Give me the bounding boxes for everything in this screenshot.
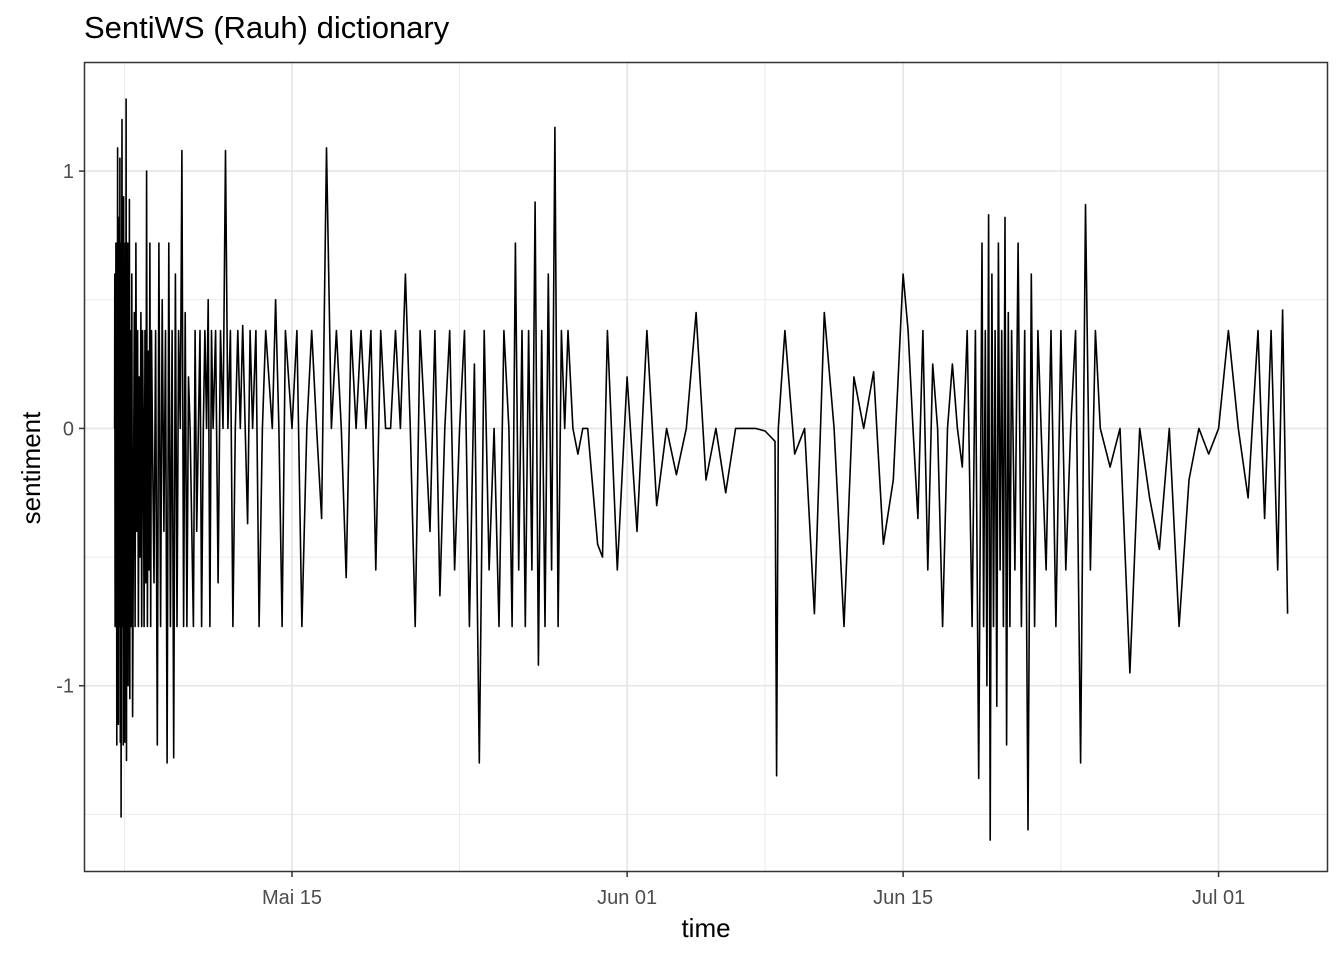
y-tick-label: 0 [63,418,74,440]
x-tick-label: Jun 01 [597,887,657,909]
x-tick-label: Mai 15 [262,887,322,909]
y-tick-label: 1 [63,161,74,183]
x-axis-title: time [681,913,731,943]
chart-title: SentiWS (Rauh) dictionary [84,10,450,45]
series-line [113,98,1289,841]
y-tick-label: -1 [56,676,74,698]
plot-panel-border [83,61,1329,873]
series-layer [113,98,1289,841]
x-tick-label: Jul 01 [1192,887,1245,909]
y-axis: 1 0 -1 [56,161,85,698]
x-tick-label: Jun 15 [873,887,933,909]
y-axis-title-wrap: sentiment [16,0,56,525]
y-axis-title: sentiment [16,411,46,525]
x-axis: Mai 15 Jun 01 Jun 15 Jul 01 [262,871,1245,909]
